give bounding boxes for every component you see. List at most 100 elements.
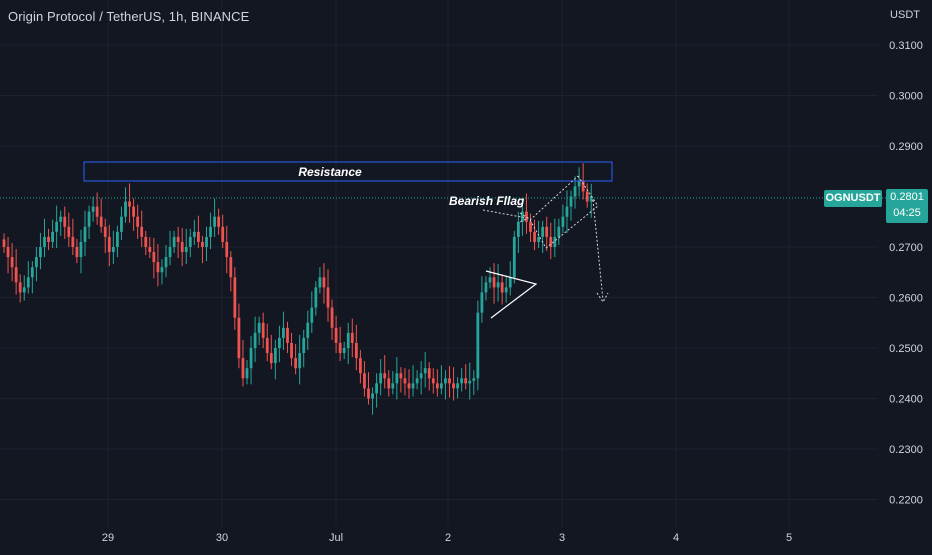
candle-body [99, 216, 103, 227]
candle-body [95, 206, 99, 217]
candle-body [411, 383, 415, 389]
candle-body [537, 236, 540, 242]
candle-body [557, 226, 561, 237]
resistance-box[interactable] [83, 161, 613, 182]
candle-body [249, 348, 253, 369]
candle-body [192, 231, 196, 237]
candle-body [435, 383, 439, 389]
candle-body [561, 216, 565, 227]
candle-body [140, 226, 144, 237]
candle-body [512, 236, 516, 278]
candle-body [569, 196, 573, 207]
candle-body [440, 383, 443, 389]
candle-body [395, 373, 399, 384]
candle-body [456, 383, 459, 389]
candle-body [265, 337, 269, 354]
current-price-value: 0.2801 [890, 191, 924, 203]
candle-body [209, 226, 212, 237]
bearish-flag-channel[interactable] [482, 175, 609, 303]
candle-body [10, 257, 14, 268]
current-price-tag: 0.2801 04:25 [886, 189, 928, 223]
candle-body [184, 247, 188, 253]
symbol-title[interactable]: Origin Protocol / TetherUS, 1h, BINANCE [8, 9, 250, 24]
candle-body [132, 206, 135, 217]
candle-body [431, 378, 435, 384]
candle-body [577, 181, 581, 187]
price-tick-label: 0.2400 [889, 394, 923, 406]
candle-series [2, 163, 593, 415]
candle-body [533, 231, 536, 242]
candle-body [160, 267, 164, 273]
candle-body [107, 236, 111, 253]
candle-body [168, 247, 172, 258]
candle-body [180, 241, 184, 253]
currency-label: USDT [890, 9, 920, 21]
candle-body [427, 368, 431, 379]
candle-body [47, 236, 50, 242]
price-tick-label: 0.3000 [889, 91, 923, 103]
candle-body [496, 282, 500, 288]
candle-body [318, 277, 322, 288]
candle-body [39, 247, 42, 258]
candle-body [310, 307, 314, 323]
candle-body [59, 216, 63, 222]
candle-body [553, 236, 557, 247]
candle-body [87, 211, 91, 227]
resistance-label: Resistance [298, 165, 362, 179]
candle-body [152, 252, 156, 263]
candle-body [387, 378, 391, 389]
candle-body [375, 383, 378, 394]
grid-lines [0, 0, 878, 526]
candle-body [488, 277, 492, 283]
candle-body [286, 327, 289, 343]
candle-body [144, 236, 148, 247]
time-tick-label: 4 [673, 532, 679, 544]
candle-body [148, 247, 152, 253]
candle-body [334, 327, 338, 343]
candle-body [71, 236, 75, 247]
candle-body [468, 380, 472, 384]
candle-body [237, 317, 241, 359]
candle-body [245, 368, 249, 379]
candle-body [464, 378, 468, 384]
candle-body [565, 206, 569, 217]
candle-body [197, 231, 200, 242]
candle-body [379, 373, 383, 384]
time-axis[interactable]: 29 30 Jul 2 3 4 5 [102, 532, 792, 544]
candle-body [282, 327, 285, 338]
time-tick-label: 2 [445, 532, 451, 544]
candle-body [257, 322, 261, 333]
price-axis[interactable]: 0.3100 0.3000 0.2900 0.2700 0.2600 0.2500 0.24… [889, 40, 923, 507]
candle-body [516, 221, 520, 237]
candle-body [423, 368, 427, 374]
candle-body [314, 287, 318, 308]
candle-body [22, 287, 26, 293]
candle-body [253, 332, 257, 348]
candle-body [116, 231, 119, 247]
candle-body [342, 348, 346, 354]
candle-body [399, 373, 403, 379]
candle-body [504, 287, 508, 293]
candle-body [338, 342, 342, 354]
candle-body [298, 353, 302, 369]
candle-body [363, 373, 366, 389]
candle-body [213, 216, 216, 227]
candle-body [302, 337, 306, 354]
time-tick-label: Jul [329, 532, 343, 544]
triangle-pattern[interactable] [485, 270, 538, 319]
candle-body [18, 282, 22, 293]
candle-body [217, 216, 221, 227]
candle-body [229, 257, 233, 278]
candle-body [26, 277, 30, 288]
candle-body [278, 337, 281, 348]
candle-body [14, 267, 18, 283]
bar-countdown: 04:25 [893, 207, 921, 219]
candle-body [261, 322, 265, 338]
candle-body [354, 342, 358, 359]
candle-body [2, 239, 6, 247]
candle-body [419, 373, 423, 379]
candle-body [525, 211, 528, 222]
candle-body [452, 383, 455, 389]
